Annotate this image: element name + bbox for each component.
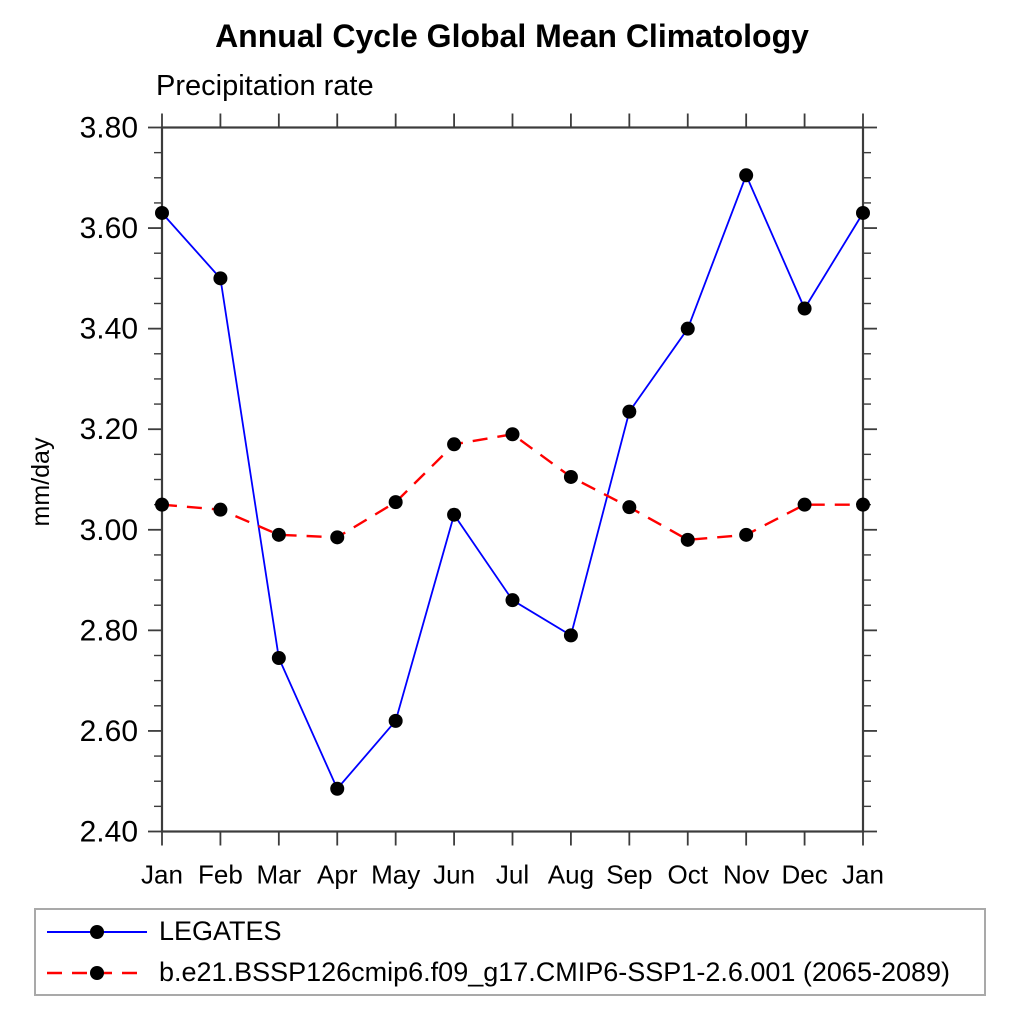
x-tick-label: Oct [668,860,709,890]
data-point-marker [739,527,754,542]
x-tick-label: Sep [606,860,652,890]
x-tick-label: Nov [723,860,769,890]
data-point-marker [330,530,345,545]
data-point-marker [447,437,462,452]
series-line-0 [161,172,864,791]
data-point-marker [447,507,462,522]
data-point-marker [797,301,812,316]
x-tick-label: Jun [433,860,475,890]
data-point-marker [388,713,403,728]
x-tick-label: Aug [548,860,594,890]
data-point-marker [271,651,286,666]
plot-border [160,126,865,833]
y-tick-label: 3.20 [80,413,138,446]
y-tick-label: 3.80 [80,112,138,145]
legend-label-model: b.e21.BSSP126cmip6.f09_g17.CMIP6-SSP1-2.… [159,957,951,987]
data-point-marker [856,205,870,220]
legend-label-legates: LEGATES [159,916,282,946]
y-tick-label: 3.00 [80,514,138,547]
data-point-marker [856,497,870,512]
data-point-marker [739,168,754,183]
legend-marker-icon [90,965,104,980]
data-point-marker [563,469,578,484]
legend-line-solid-icon [47,924,147,939]
data-point-marker [213,271,228,286]
x-tick-label: Jan [842,860,884,890]
x-tick-label: May [371,860,420,890]
data-point-marker [622,404,637,419]
x-tick-label: Feb [198,860,243,890]
data-point-marker [505,427,520,442]
x-tick-label: Apr [317,860,358,890]
y-tick-label: 3.60 [80,212,138,245]
series-line-1 [161,432,863,542]
y-tick-label: 2.80 [80,614,138,647]
x-tick-label: Dec [781,860,827,890]
data-point-marker [622,500,637,515]
chart-subtitle: Precipitation rate [156,70,374,102]
data-point-marker [680,321,695,336]
x-tick-label: Mar [256,860,301,890]
legend-item-legates: LEGATES [41,913,984,951]
chart-title: Annual Cycle Global Mean Climatology [215,18,809,54]
data-point-marker [155,205,169,220]
x-tick-label: Jan [141,860,183,890]
data-point-marker [563,628,578,643]
data-point-marker [330,781,345,796]
data-point-marker [797,497,812,512]
x-tick-label: Jul [496,860,529,890]
data-point-marker [213,502,228,517]
y-tick-label: 2.40 [80,816,138,849]
y-tick-label: 2.60 [80,715,138,748]
data-point-marker [505,593,520,608]
y-tick-label: 3.40 [80,313,138,346]
data-point-marker [271,527,286,542]
data-point-marker [680,532,695,547]
legend-item-model: b.e21.BSSP126cmip6.f09_g17.CMIP6-SSP1-2.… [41,954,984,992]
legend-marker-icon [90,924,104,939]
legend: LEGATES b.e21.BSSP126cmip6.f09_g17.CMIP6… [34,908,986,996]
legend-line-dashed-icon [47,965,147,980]
data-point-marker [155,497,169,512]
data-point-marker [388,495,403,510]
